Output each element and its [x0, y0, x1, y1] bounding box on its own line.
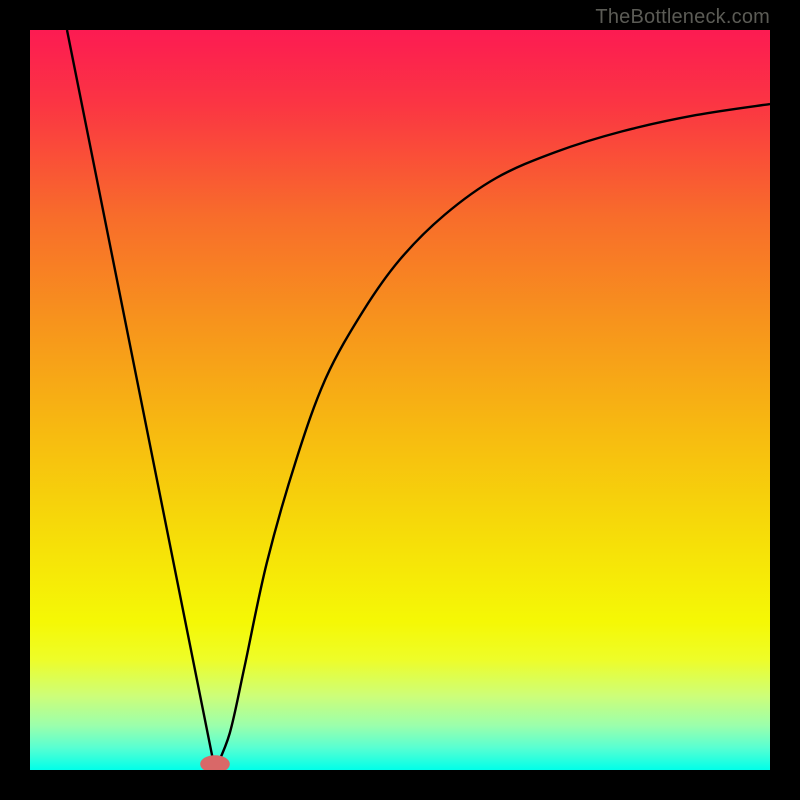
plot-area — [30, 30, 770, 770]
watermark-text: TheBottleneck.com — [595, 6, 770, 29]
minimum-marker — [200, 755, 230, 770]
bottleneck-curve — [67, 30, 770, 770]
curve-layer — [30, 30, 770, 770]
